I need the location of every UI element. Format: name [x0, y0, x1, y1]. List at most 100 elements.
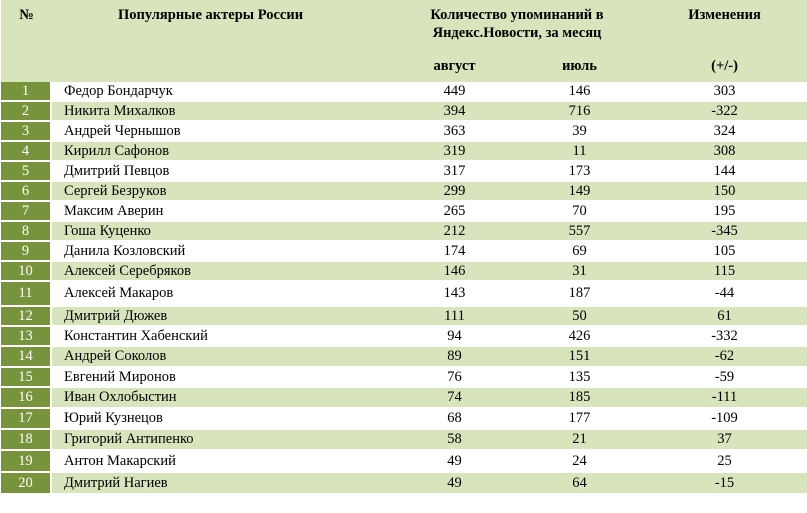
change-cell: 303 — [642, 82, 807, 102]
august-mentions-cell: 94 — [392, 327, 517, 347]
july-mentions-cell: 21 — [517, 430, 643, 451]
table-row: 18 Григорий Антипенко 58 21 37 — [1, 430, 807, 451]
rank-cell: 19 — [1, 451, 52, 473]
actor-name-cell: Алексей Макаров — [52, 282, 392, 307]
table-row: 3 Андрей Чернышов 363 39 324 — [1, 122, 807, 142]
actor-name-cell: Евгений Миронов — [52, 368, 392, 388]
actor-name-cell: Константин Хабенский — [52, 327, 392, 347]
change-cell: 61 — [642, 307, 807, 327]
actor-name-cell: Григорий Антипенко — [52, 430, 392, 451]
table-row: 11 Алексей Макаров 143 187 -44 — [1, 282, 807, 307]
table-row: 7 Максим Аверин 265 70 195 — [1, 202, 807, 222]
july-mentions-cell: 173 — [517, 162, 643, 182]
table-row: 2 Никита Михалков 394 716 -322 — [1, 102, 807, 122]
header-spacer-rank — [1, 50, 52, 82]
rank-cell: 12 — [1, 307, 52, 327]
table-row: 5 Дмитрий Певцов 317 173 144 — [1, 162, 807, 182]
header-spacer-actor — [52, 50, 392, 82]
august-mentions-cell: 212 — [392, 222, 517, 242]
change-cell: -44 — [642, 282, 807, 307]
july-mentions-cell: 31 — [517, 262, 643, 282]
actor-name-cell: Юрий Кузнецов — [52, 409, 392, 430]
table-row: 20 Дмитрий Нагиев 49 64 -15 — [1, 473, 807, 495]
change-cell: 150 — [642, 182, 807, 202]
rank-column-header: № — [1, 0, 52, 50]
changes-column-header: Изменения — [642, 0, 807, 50]
july-mentions-cell: 185 — [517, 388, 643, 409]
change-cell: -111 — [642, 388, 807, 409]
rank-cell: 10 — [1, 262, 52, 282]
actor-name-cell: Дмитрий Дюжев — [52, 307, 392, 327]
rank-cell: 8 — [1, 222, 52, 242]
august-mentions-cell: 265 — [392, 202, 517, 222]
july-mentions-cell: 146 — [517, 82, 643, 102]
rank-cell: 1 — [1, 82, 52, 102]
change-cell: -62 — [642, 347, 807, 368]
july-mentions-cell: 64 — [517, 473, 643, 495]
rank-cell: 14 — [1, 347, 52, 368]
actor-name-cell: Максим Аверин — [52, 202, 392, 222]
actor-name-cell: Антон Макарский — [52, 451, 392, 473]
rank-cell: 9 — [1, 242, 52, 262]
rank-cell: 20 — [1, 473, 52, 495]
change-cell: 324 — [642, 122, 807, 142]
actor-column-header: Популярные актеры России — [52, 0, 392, 50]
change-cell: 37 — [642, 430, 807, 451]
rank-cell: 3 — [1, 122, 52, 142]
july-mentions-cell: 716 — [517, 102, 643, 122]
mentions-header-line-1: Количество упоминаний в — [430, 7, 604, 23]
table-row: 16 Иван Охлобыстин 74 185 -111 — [1, 388, 807, 409]
august-mentions-cell: 49 — [392, 473, 517, 495]
table-row: 8 Гоша Куценко 212 557 -345 — [1, 222, 807, 242]
change-cell: 25 — [642, 451, 807, 473]
change-cell: 195 — [642, 202, 807, 222]
actor-name-cell: Дмитрий Нагиев — [52, 473, 392, 495]
actor-name-cell: Гоша Куценко — [52, 222, 392, 242]
august-mentions-cell: 174 — [392, 242, 517, 262]
august-mentions-cell: 111 — [392, 307, 517, 327]
actor-name-cell: Кирилл Сафонов — [52, 142, 392, 162]
change-cell: 115 — [642, 262, 807, 282]
august-mentions-cell: 299 — [392, 182, 517, 202]
july-column-header: июль — [517, 50, 643, 82]
actor-name-cell: Данила Козловский — [52, 242, 392, 262]
delta-column-header: (+/-) — [642, 50, 807, 82]
july-mentions-cell: 149 — [517, 182, 643, 202]
july-mentions-cell: 177 — [517, 409, 643, 430]
table-row: 13 Константин Хабенский 94 426 -332 — [1, 327, 807, 347]
table-row: 10 Алексей Серебряков 146 31 115 — [1, 262, 807, 282]
actor-name-cell: Алексей Серебряков — [52, 262, 392, 282]
table-row: 12 Дмитрий Дюжев 111 50 61 — [1, 307, 807, 327]
change-cell: -109 — [642, 409, 807, 430]
change-cell: -15 — [642, 473, 807, 495]
change-cell: -345 — [642, 222, 807, 242]
july-mentions-cell: 187 — [517, 282, 643, 307]
rank-cell: 16 — [1, 388, 52, 409]
actor-name-cell: Иван Охлобыстин — [52, 388, 392, 409]
rank-cell: 7 — [1, 202, 52, 222]
july-mentions-cell: 135 — [517, 368, 643, 388]
july-mentions-cell: 24 — [517, 451, 643, 473]
july-mentions-cell: 39 — [517, 122, 643, 142]
table-row: 1 Федор Бондарчук 449 146 303 — [1, 82, 807, 102]
august-mentions-cell: 89 — [392, 347, 517, 368]
table-row: 9 Данила Козловский 174 69 105 — [1, 242, 807, 262]
rank-cell: 18 — [1, 430, 52, 451]
rank-cell: 2 — [1, 102, 52, 122]
august-mentions-cell: 58 — [392, 430, 517, 451]
mentions-header-line-2: Яндекс.Новости, за месяц — [432, 24, 602, 41]
table-row: 15 Евгений Миронов 76 135 -59 — [1, 368, 807, 388]
change-cell: -332 — [642, 327, 807, 347]
july-mentions-cell: 557 — [517, 222, 643, 242]
august-mentions-cell: 49 — [392, 451, 517, 473]
august-column-header: август — [392, 50, 517, 82]
actor-name-cell: Андрей Чернышов — [52, 122, 392, 142]
mentions-column-header: Количество упоминаний в Яндекс.Новости, … — [392, 0, 643, 50]
change-cell: 308 — [642, 142, 807, 162]
rank-cell: 6 — [1, 182, 52, 202]
change-cell: 105 — [642, 242, 807, 262]
table-row: 6 Сергей Безруков 299 149 150 — [1, 182, 807, 202]
change-cell: 144 — [642, 162, 807, 182]
july-mentions-cell: 69 — [517, 242, 643, 262]
